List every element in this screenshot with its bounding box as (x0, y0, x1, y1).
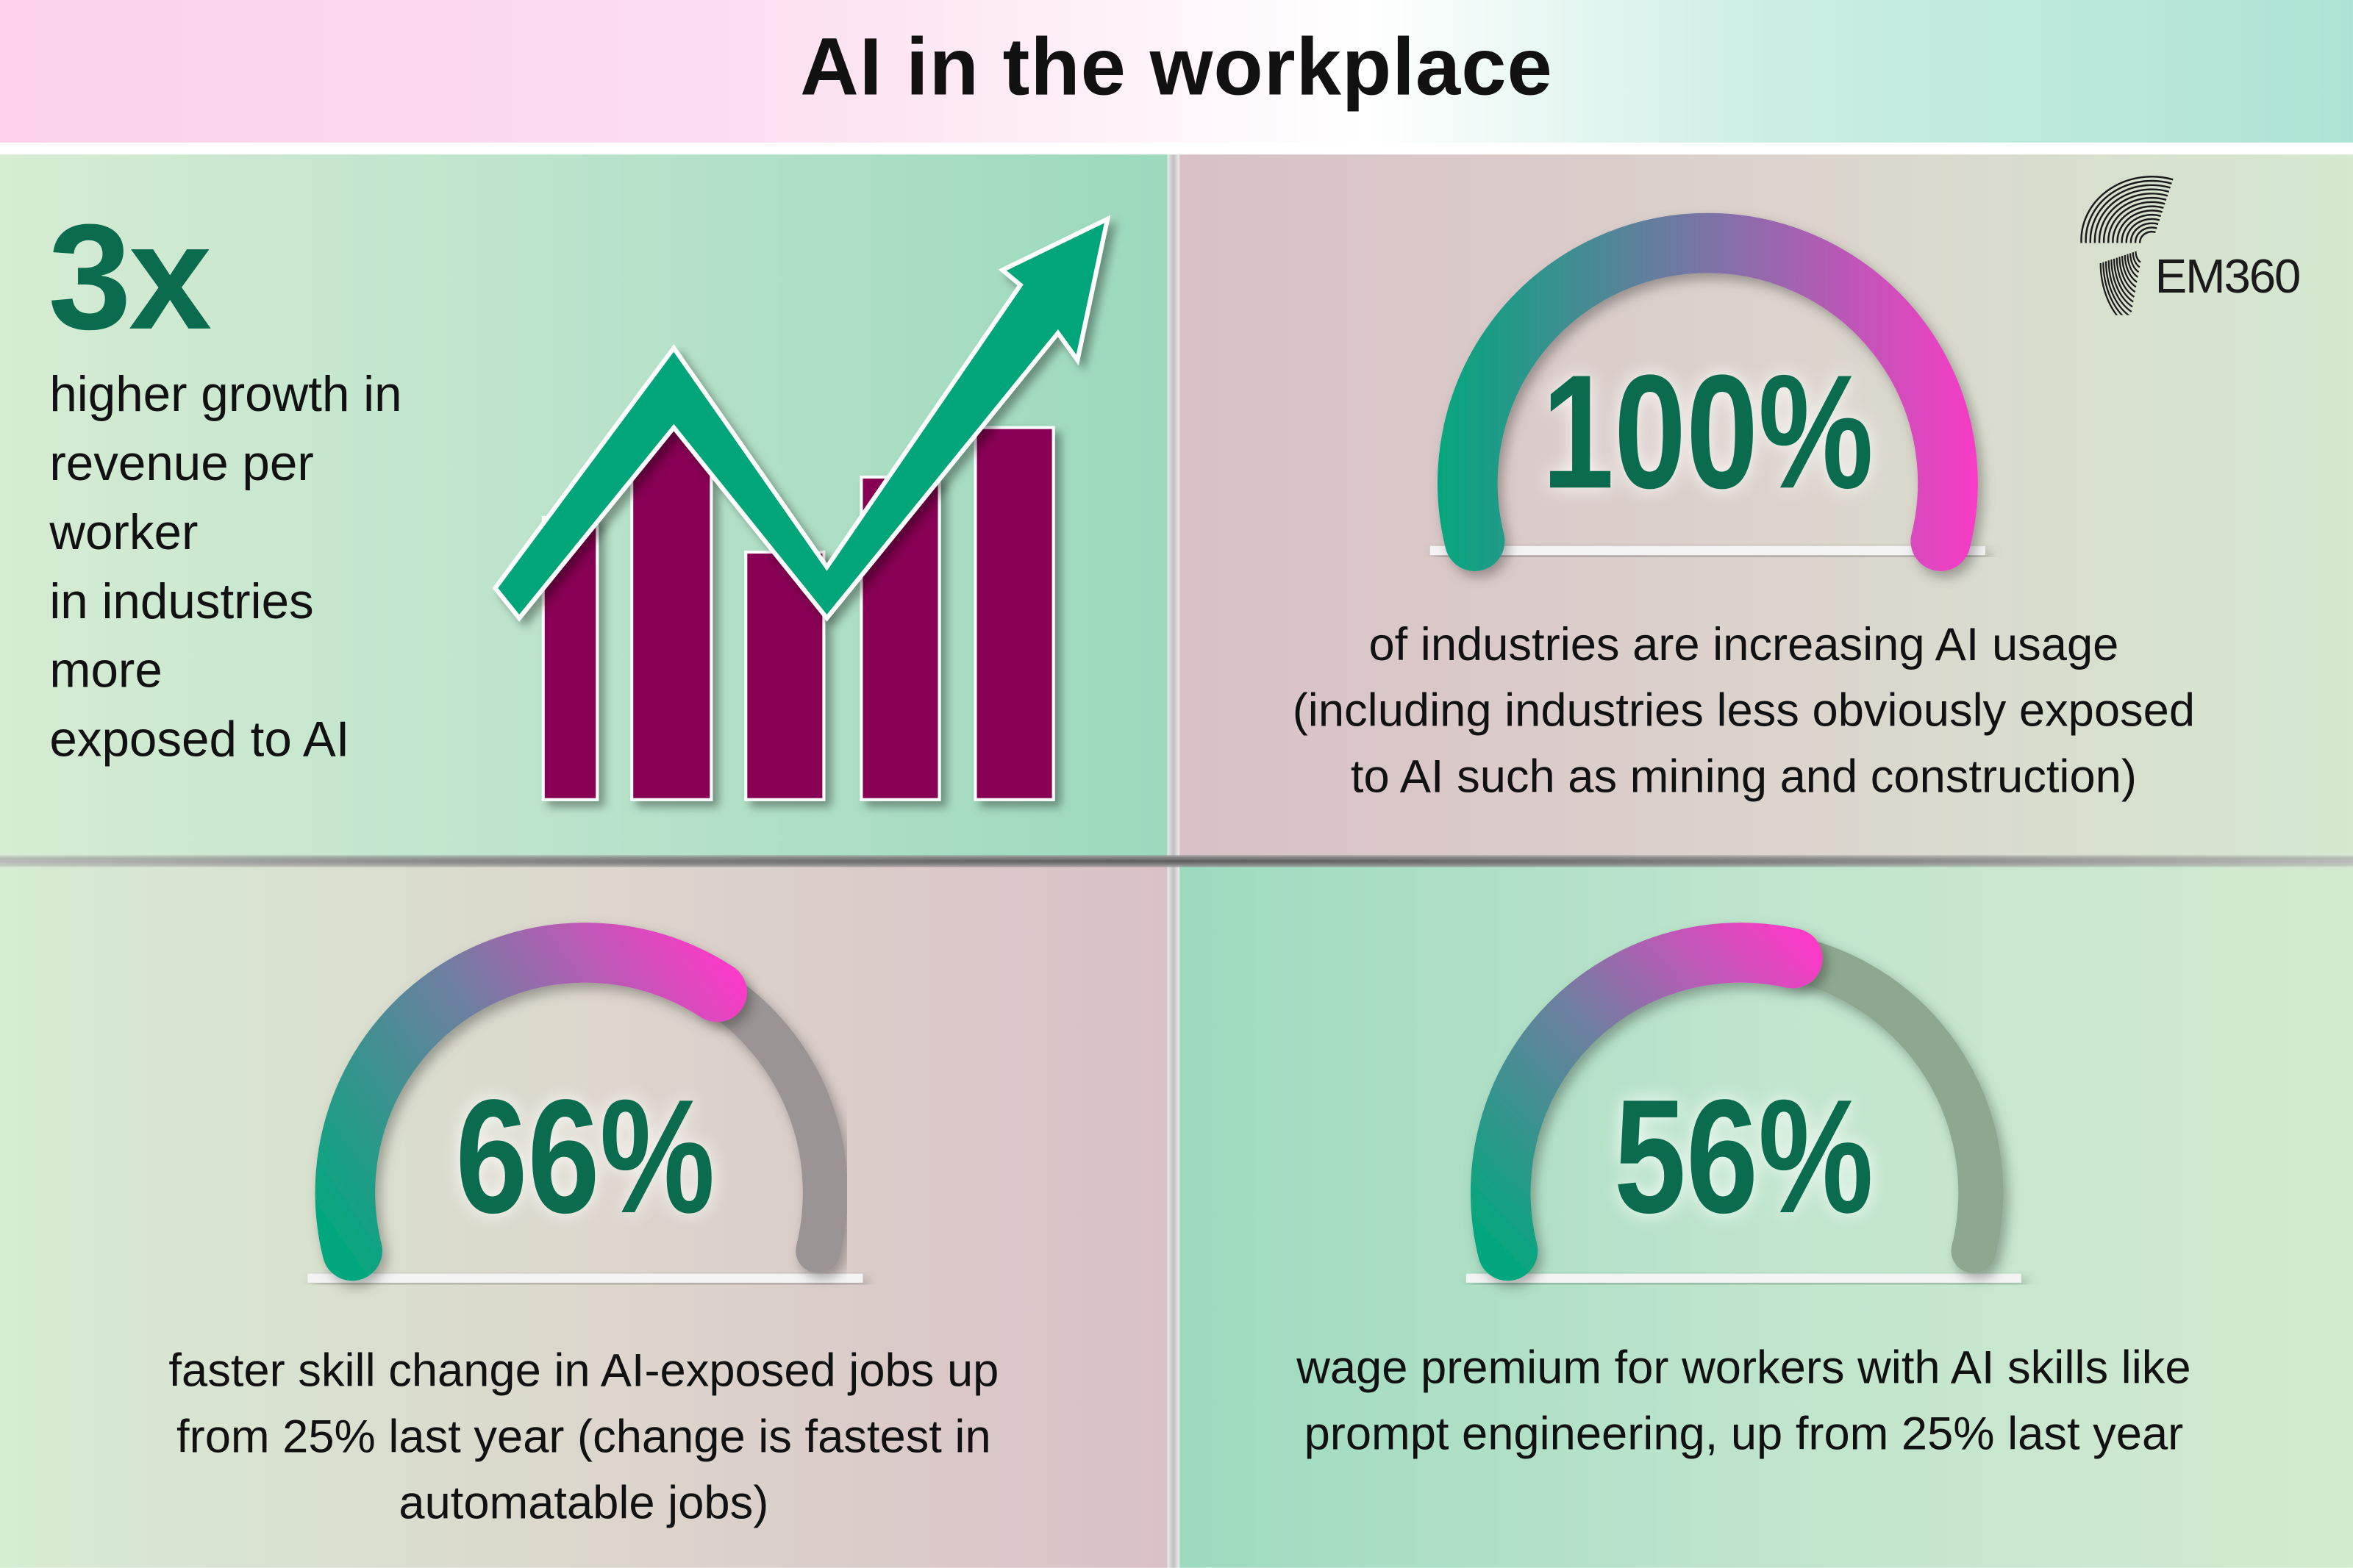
gauge-baseline (307, 1273, 863, 1283)
logo-wave (2127, 254, 2139, 278)
bar (541, 516, 599, 801)
logo-wave (2102, 196, 2167, 243)
logo-wave (2138, 231, 2156, 243)
growth-line: in industries (49, 573, 314, 629)
skill-line: faster skill change in AI-exposed jobs u… (168, 1344, 999, 1397)
logo-wave (2124, 254, 2138, 283)
header-banner (0, 0, 2353, 143)
wage-description: wage premium for workers with AI skills … (1179, 1335, 2308, 1467)
horizontal-divider (0, 855, 2353, 867)
industries-gauge-fill (1438, 212, 1978, 571)
growth-line: revenue per (49, 434, 314, 491)
logo-wave (2107, 260, 2132, 313)
logo-wave (2110, 259, 2133, 308)
logo-wave (2085, 179, 2172, 243)
trend-arrow (492, 215, 1111, 622)
logo-wave (2129, 253, 2140, 273)
logo-wave (2129, 222, 2159, 243)
skill-description: faster skill change in AI-exposed jobs u… (0, 1338, 1168, 1536)
growth-description: higher growth in revenue per worker in i… (49, 360, 401, 774)
logo-wave (2121, 256, 2137, 288)
logo-wave (2116, 210, 2163, 243)
skill-gauge-track (694, 969, 849, 1274)
logo-wave (2132, 252, 2140, 268)
logo-wave (2099, 262, 2118, 315)
growth-line: worker (49, 504, 199, 560)
logo-wave (2098, 193, 2168, 243)
wage-gauge-fill (1471, 923, 1823, 1281)
wage-value: 56% (1613, 1064, 1874, 1247)
wage-gauge-track (1770, 936, 2004, 1274)
logo-wave (2080, 176, 2174, 243)
industries-description: of industries are increasing AI usage (i… (1179, 612, 2308, 810)
industries-value: 100% (1541, 340, 1874, 523)
logo-wave (2089, 184, 2171, 243)
logo-wave (2113, 258, 2134, 303)
growth-line: more (49, 642, 163, 698)
industries-line: to AI such as mining and construction) (1350, 750, 2137, 803)
industries-line: (including industries less obviously exp… (1292, 684, 2196, 737)
logo-wave (2102, 262, 2124, 315)
gauge-baseline (1429, 545, 1985, 556)
logo-wave (2125, 218, 2160, 243)
industries-line: of industries are increasing AI usage (1368, 617, 2119, 671)
logo-wave (2112, 205, 2164, 243)
growth-line: higher growth in (49, 365, 402, 422)
logo-wave (2134, 226, 2157, 243)
logo-wave (2118, 257, 2136, 293)
growth-value: 3x (48, 193, 212, 362)
gauge-baseline (1465, 1273, 2021, 1283)
logo-wave (2121, 213, 2162, 243)
bar (974, 426, 1055, 801)
logo-wave (2107, 201, 2165, 243)
logo-wave (2093, 188, 2170, 243)
logo-text: EM360 (2154, 248, 2302, 304)
skill-line: automatable jobs) (399, 1476, 769, 1529)
skill-value: 66% (455, 1064, 715, 1247)
page-title: AI in the workplace (800, 22, 1553, 113)
logo-wave (2135, 251, 2141, 263)
skill-gauge-fill (315, 923, 747, 1281)
logo-wave (2104, 261, 2130, 315)
wage-line: prompt engineering, up from 25% last yea… (1304, 1407, 2184, 1460)
wage-line: wage premium for workers with AI skills … (1296, 1341, 2191, 1394)
growth-line: exposed to AI (49, 711, 350, 767)
skill-line: from 25% last year (change is fastest in (176, 1410, 991, 1463)
logo-wave (2115, 257, 2135, 298)
em360-wave-logo-icon (2080, 176, 2174, 315)
